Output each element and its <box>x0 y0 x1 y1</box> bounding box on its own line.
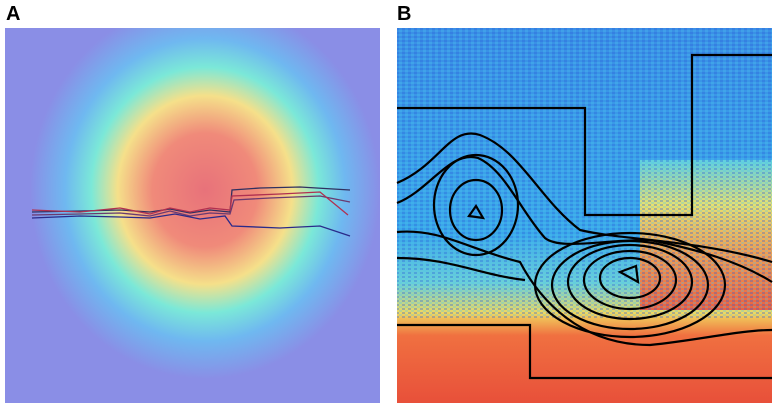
panel-label: B <box>397 3 411 25</box>
contour <box>533 231 727 339</box>
traces <box>31 186 351 237</box>
contour <box>432 153 520 257</box>
trace <box>31 213 351 237</box>
panel-b <box>396 28 773 403</box>
contour <box>617 264 640 285</box>
contour <box>396 230 773 347</box>
trace <box>31 195 351 217</box>
boundary <box>397 323 772 380</box>
contour <box>550 239 710 331</box>
contour <box>566 243 694 321</box>
contours <box>396 53 773 380</box>
contour <box>582 249 678 311</box>
contour <box>448 178 504 242</box>
contour <box>396 132 773 264</box>
panel-a <box>5 28 380 403</box>
contour <box>396 256 526 282</box>
boundary <box>397 53 772 217</box>
contour <box>467 203 486 220</box>
contour <box>598 256 662 300</box>
trace <box>31 186 351 214</box>
trace <box>31 191 349 216</box>
panel-label: A <box>6 3 20 25</box>
